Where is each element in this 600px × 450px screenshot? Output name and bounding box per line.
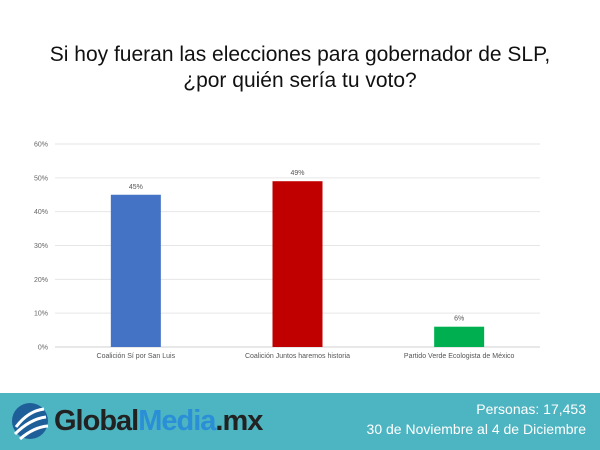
y-tick-label: 30% bbox=[34, 243, 48, 250]
logo-global: Global bbox=[54, 404, 139, 437]
footer-band: GlobalMedia.mx Personas: 17,453 30 de No… bbox=[0, 393, 600, 450]
title-line-2: ¿por quién sería tu voto? bbox=[183, 69, 417, 92]
bar bbox=[272, 181, 323, 347]
bar bbox=[434, 326, 485, 347]
globe-icon bbox=[12, 403, 49, 441]
logo-media: Media bbox=[138, 404, 216, 437]
chart-title: Si hoy fueran las elecciones para gobern… bbox=[0, 42, 600, 94]
x-tick-label: Coalición Sí por San Luis bbox=[97, 353, 176, 360]
y-tick-label: 50% bbox=[34, 175, 48, 182]
x-tick-label: Partido Verde Ecologista de México bbox=[404, 353, 515, 360]
y-tick-label: 10% bbox=[34, 311, 48, 318]
data-label: 49% bbox=[290, 170, 304, 177]
logo-mx: .mx bbox=[215, 404, 263, 437]
x-tick-label: Coalición Juntos haremos historia bbox=[245, 353, 350, 360]
y-tick-label: 40% bbox=[34, 209, 48, 216]
title-line-1: Si hoy fueran las elecciones para gobern… bbox=[49, 43, 551, 66]
personas-count: Personas: 17,453 bbox=[476, 401, 586, 417]
survey-info: Personas: 17,453 30 de Noviembre al 4 de… bbox=[367, 399, 586, 439]
bar bbox=[110, 194, 161, 347]
data-label: 6% bbox=[454, 316, 464, 323]
data-label: 45% bbox=[129, 184, 143, 191]
date-range: 30 de Noviembre al 4 de Diciembre bbox=[366, 421, 586, 437]
globalmedia-logo: GlobalMedia.mx bbox=[10, 401, 263, 441]
bar-chart: 0% 10% 20% 30% 40% 50% 60% 45% Coalición Sí por … bbox=[34, 142, 540, 360]
y-tick-label: 60% bbox=[34, 142, 48, 149]
y-tick-label: 0% bbox=[38, 345, 48, 352]
y-tick-label: 20% bbox=[34, 277, 48, 284]
